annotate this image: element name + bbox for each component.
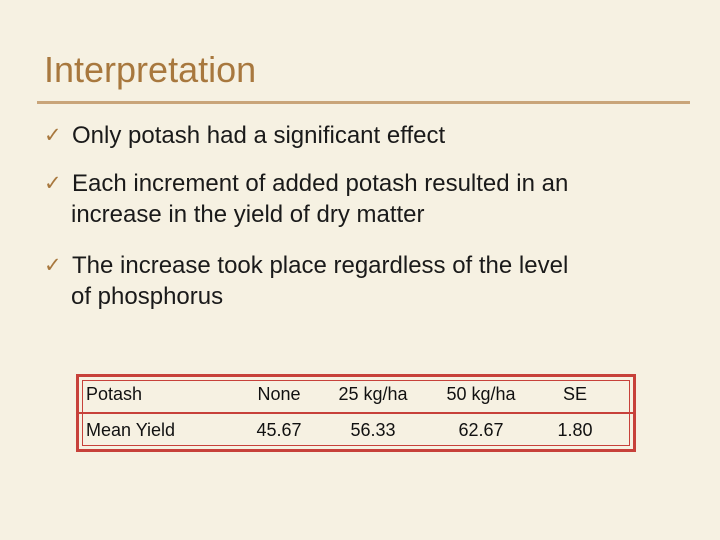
bullet-text-continued: of phosphorus <box>71 283 224 310</box>
table-header-cell: 25 kg/ha <box>338 384 408 404</box>
table-header-cell: None <box>257 384 301 404</box>
bullet-item: ✓ The increase took place regardless of t… <box>44 250 568 312</box>
table-cell: Mean Yield <box>86 420 176 440</box>
table-row-divider <box>79 412 633 414</box>
slide-title: Interpretation <box>44 49 257 90</box>
bullet-text: Only potash had a significant effect <box>72 122 446 149</box>
bullet-text-continued: increase in the yield of dry matter <box>71 201 425 228</box>
title-divider <box>37 101 690 104</box>
table-cell: 62.67 <box>458 420 504 440</box>
bullet-text: The increase took place regardless of th… <box>72 252 569 279</box>
check-icon: ✓ <box>44 123 62 147</box>
table-cell: 1.80 <box>557 420 593 440</box>
check-icon: ✓ <box>44 171 62 195</box>
table-cell: 45.67 <box>256 420 302 440</box>
table-header-cell: Potash <box>86 384 143 404</box>
bullet-text: Each increment of added potash resulted … <box>72 170 569 197</box>
bullet-item: ✓ Only potash had a significant effect <box>44 120 445 151</box>
bullet-item: ✓ Each increment of added potash resulted… <box>44 168 568 230</box>
table-cell: 56.33 <box>350 420 396 440</box>
table-header-cell: SE <box>562 384 587 404</box>
table-header-cell: 50 kg/ha <box>446 384 516 404</box>
check-icon: ✓ <box>44 253 62 277</box>
